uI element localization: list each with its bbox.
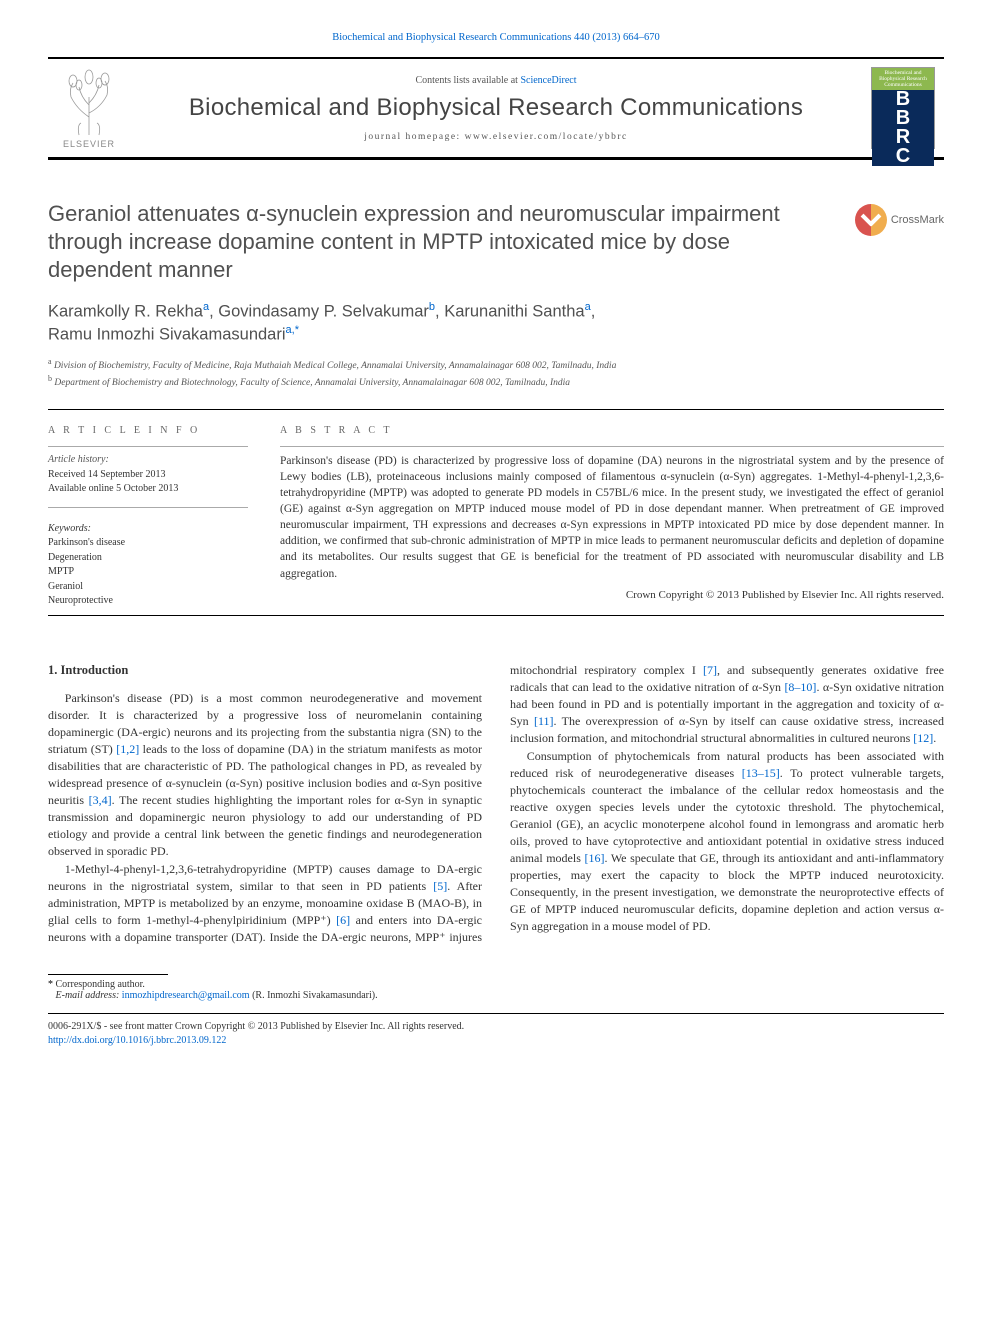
ref-link[interactable]: [13–15] xyxy=(742,766,780,780)
affil-b-sup: b xyxy=(48,374,52,383)
rule-top xyxy=(48,409,944,410)
authors: Karamkolly R. Rekha a , Govindasamy P. Sel… xyxy=(48,300,944,346)
masthead: ELSEVIER Contents lists available at Sci… xyxy=(48,57,944,160)
corresp-star[interactable]: * xyxy=(295,324,299,336)
ref-link[interactable]: [8–10] xyxy=(784,680,816,694)
doi-link[interactable]: http://dx.doi.org/10.1016/j.bbrc.2013.09… xyxy=(48,1034,944,1048)
journal-homepage: journal homepage: www.elsevier.com/locat… xyxy=(364,132,628,142)
author-2: , Govindasamy P. Selvakumar xyxy=(209,303,429,321)
author-1: Karamkolly R. Rekha xyxy=(48,303,203,321)
ref-link[interactable]: [5] xyxy=(433,879,447,893)
abstract-copyright: Crown Copyright © 2013 Published by Else… xyxy=(280,588,944,603)
article-title: Geraniol attenuates α-synuclein expressi… xyxy=(48,200,835,284)
journal-cover-icon: Biochemical and Biophysical Research Com… xyxy=(871,67,935,149)
keyword: Neuroprotective xyxy=(48,594,248,609)
homepage-url[interactable]: www.elsevier.com/locate/ybbrc xyxy=(465,132,628,142)
available-date: Available online 5 October 2013 xyxy=(48,482,248,497)
paragraph: Consumption of phytochemicals from natur… xyxy=(510,748,944,935)
affil-a-sup: a xyxy=(48,357,52,366)
keyword: Geraniol xyxy=(48,580,248,595)
keyword: Degeneration xyxy=(48,551,248,566)
ref-link[interactable]: [12] xyxy=(913,731,933,745)
ref-link[interactable]: [16] xyxy=(584,851,604,865)
ref-link[interactable]: [1,2] xyxy=(116,742,139,756)
info-rule-2 xyxy=(48,507,248,508)
affil-b: Department of Biochemistry and Biotechno… xyxy=(54,379,570,389)
contents-line: Contents lists available at ScienceDirec… xyxy=(415,75,576,86)
abstract-rule xyxy=(280,446,944,447)
issn-line: 0006-291X/$ - see front matter Crown Cop… xyxy=(48,1020,944,1034)
publisher-label: ELSEVIER xyxy=(63,139,115,149)
ref-link[interactable]: [7] xyxy=(703,663,717,677)
corresponding-label: Corresponding author. xyxy=(56,979,145,990)
author-3: , Karunanithi Santha xyxy=(435,303,585,321)
received-date: Received 14 September 2013 xyxy=(48,468,248,483)
keywords-label: Keywords: xyxy=(48,522,248,537)
email-person: (R. Inmozhi Sivakamasundari). xyxy=(252,990,378,1001)
ref-link[interactable]: [3,4] xyxy=(89,793,112,807)
journal-title: Biochemical and Biophysical Research Com… xyxy=(189,94,803,122)
cover-thumbnail-box: Biochemical and Biophysical Research Com… xyxy=(862,59,944,157)
contents-prefix: Contents lists available at xyxy=(415,75,520,86)
homepage-prefix: journal homepage: xyxy=(364,132,464,142)
keyword: MPTP xyxy=(48,565,248,580)
email-link[interactable]: inmozhipdresearch@gmail.com xyxy=(122,990,250,1001)
email-label: E-mail address: xyxy=(56,990,120,1001)
footnote-rule xyxy=(48,974,168,975)
crossmark-icon xyxy=(855,204,887,236)
crossmark-label: CrossMark xyxy=(891,214,944,226)
page-footer: 0006-291X/$ - see front matter Crown Cop… xyxy=(48,1013,944,1047)
footnote-star: * xyxy=(48,979,53,990)
affiliations: a Division of Biochemistry, Faculty of M… xyxy=(48,356,944,391)
ref-link[interactable]: [6] xyxy=(336,913,350,927)
history-label: Article history: xyxy=(48,453,248,468)
header-citation[interactable]: Biochemical and Biophysical Research Com… xyxy=(48,32,944,43)
info-rule xyxy=(48,446,248,447)
abstract-label: A B S T R A C T xyxy=(280,424,944,438)
body: 1. Introduction Parkinson's disease (PD)… xyxy=(48,662,944,946)
article-info-label: A R T I C L E I N F O xyxy=(48,424,248,439)
publisher-logo-box: ELSEVIER xyxy=(48,59,130,157)
abstract-box: A B S T R A C T Parkinson's disease (PD)… xyxy=(280,424,944,609)
article-info-box: A R T I C L E I N F O Article history: R… xyxy=(48,424,248,609)
sciencedirect-link[interactable]: ScienceDirect xyxy=(520,75,576,86)
cover-top-text: Biochemical and Biophysical Research Com… xyxy=(872,68,934,90)
keyword: Parkinson's disease xyxy=(48,536,248,551)
ref-link[interactable]: [11] xyxy=(534,714,554,728)
elsevier-tree-icon xyxy=(59,67,119,137)
corresponding-author-note: * Corresponding author. E-mail address: … xyxy=(48,979,944,1001)
affil-sup-a2[interactable]: a xyxy=(585,301,591,313)
abstract-text: Parkinson's disease (PD) is characterize… xyxy=(280,453,944,582)
cover-letters: BBRC xyxy=(872,90,934,166)
crossmark-badge[interactable]: CrossMark xyxy=(855,204,944,236)
affil-a: Division of Biochemistry, Faculty of Med… xyxy=(54,361,616,371)
author-4: Ramu Inmozhi Sivakamasundari xyxy=(48,326,286,344)
section-heading: 1. Introduction xyxy=(48,662,482,680)
masthead-center: Contents lists available at ScienceDirec… xyxy=(130,59,862,157)
rule-bottom xyxy=(48,615,944,616)
paragraph: Parkinson's disease (PD) is a most commo… xyxy=(48,690,482,860)
